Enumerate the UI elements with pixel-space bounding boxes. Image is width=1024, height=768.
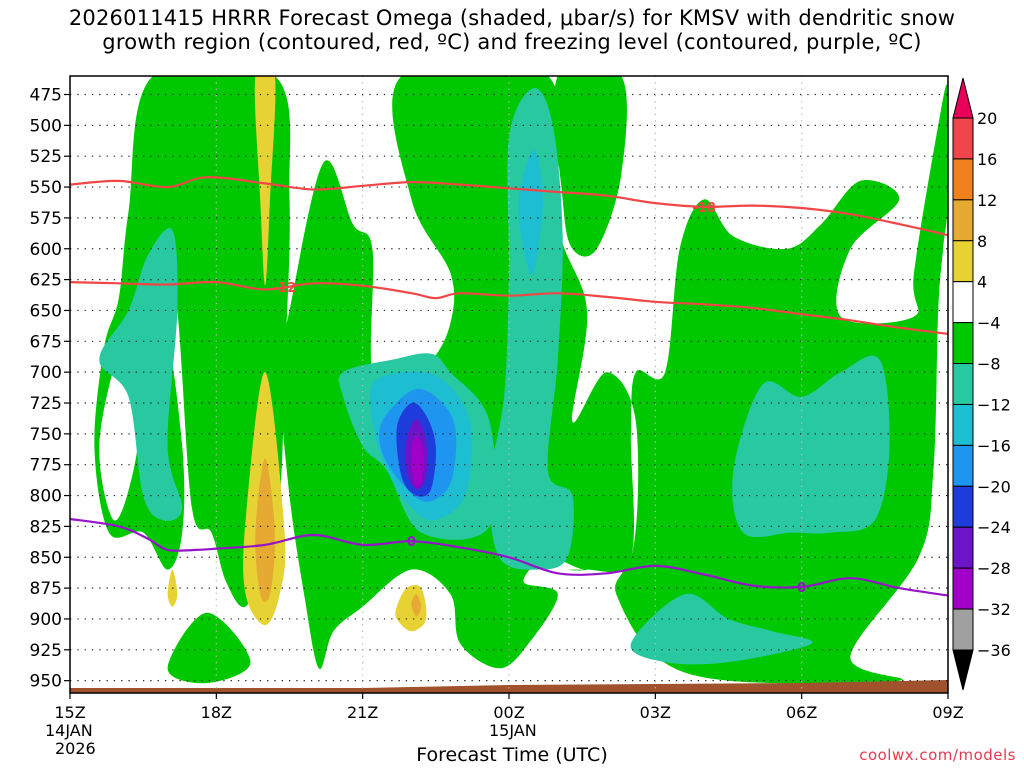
colorbar-label: 4 bbox=[977, 273, 987, 292]
y-tick-label: 550 bbox=[30, 178, 62, 198]
omega-shading bbox=[94, 59, 949, 684]
colorbar: 20 16 12 8 4 −4 −8 −12 −16 −20 −24 −28 −32 −36 bbox=[953, 78, 1011, 690]
x-tick-date: 15JAN bbox=[489, 721, 537, 740]
y-tick-label: 575 bbox=[30, 209, 62, 229]
x-tick-label: 00Z bbox=[493, 703, 524, 722]
colorbar-swatch bbox=[953, 118, 973, 159]
colorbar-swatch bbox=[953, 609, 973, 650]
x-tick-date: 14JAN bbox=[45, 721, 93, 740]
colorbar-label: 20 bbox=[977, 109, 997, 128]
colorbar-swatch bbox=[953, 323, 973, 364]
x-tick-label: 09Z bbox=[932, 703, 963, 722]
colorbar-swatch bbox=[953, 159, 973, 200]
colorbar-label: 8 bbox=[977, 232, 987, 251]
colorbar-label: −16 bbox=[977, 436, 1011, 455]
colorbar-label: −12 bbox=[977, 395, 1011, 414]
colorbar-swatch bbox=[953, 568, 973, 609]
omega-region-4-3 bbox=[395, 585, 426, 631]
y-tick-label: 700 bbox=[30, 363, 62, 383]
y-tick-label: 750 bbox=[30, 425, 62, 445]
y-tick-label: 925 bbox=[30, 641, 62, 661]
y-tick-label: 600 bbox=[30, 240, 62, 260]
y-tick-label: 875 bbox=[30, 579, 62, 599]
y-tick-label: 775 bbox=[30, 456, 62, 476]
colorbar-label: −36 bbox=[977, 641, 1011, 660]
y-tick-label: 675 bbox=[30, 332, 62, 352]
x-tick-label: 15Z bbox=[54, 703, 85, 722]
colorbar-swatch bbox=[953, 445, 973, 486]
x-tick-label: 21Z bbox=[347, 703, 378, 722]
x-tick-label: 06Z bbox=[786, 703, 817, 722]
y-tick-label: 475 bbox=[30, 86, 62, 106]
y-tick-label: 500 bbox=[30, 116, 62, 136]
colorbar-label: 12 bbox=[977, 191, 997, 210]
credit-text: coolwx.com/models bbox=[859, 746, 1016, 764]
colorbar-swatch bbox=[953, 527, 973, 568]
colorbar-label: −24 bbox=[977, 518, 1011, 537]
colorbar-label: 16 bbox=[977, 150, 997, 169]
colorbar-swatch bbox=[953, 486, 973, 527]
omega-region-neg4-3 bbox=[554, 62, 627, 257]
omega-region-neg4-1 bbox=[168, 613, 251, 683]
y-tick-label: 725 bbox=[30, 394, 62, 414]
y-tick-label: 825 bbox=[30, 517, 62, 537]
colorbar-swatch bbox=[953, 200, 973, 241]
contour-label: 0 bbox=[797, 581, 806, 596]
colorbar-top-arrow bbox=[953, 78, 973, 118]
colorbar-swatch bbox=[953, 364, 973, 405]
colorbar-label: −20 bbox=[977, 477, 1011, 496]
colorbar-label: −32 bbox=[977, 600, 1011, 619]
colorbar-label: −8 bbox=[977, 355, 1001, 374]
y-tick-label: 650 bbox=[30, 301, 62, 321]
contour-label: -12 bbox=[273, 281, 297, 296]
y-tick-label: 950 bbox=[30, 672, 62, 692]
y-tick-label: 900 bbox=[30, 610, 62, 630]
y-tick-label: 800 bbox=[30, 487, 62, 507]
y-tick-label: 850 bbox=[30, 548, 62, 568]
colorbar-swatch bbox=[953, 404, 973, 445]
y-tick-label: 625 bbox=[30, 271, 62, 291]
contour-label: -18 bbox=[692, 201, 716, 216]
colorbar-swatch bbox=[953, 282, 973, 323]
x-tick-label: 03Z bbox=[640, 703, 671, 722]
colorbar-label: −4 bbox=[977, 314, 1001, 333]
colorbar-swatch bbox=[953, 241, 973, 282]
y-tick-label: 525 bbox=[30, 147, 62, 167]
contour-label: 0 bbox=[407, 535, 416, 550]
colorbar-label: −28 bbox=[977, 559, 1011, 578]
colorbar-bottom-arrow bbox=[953, 650, 973, 690]
x-tick-label: 18Z bbox=[201, 703, 232, 722]
